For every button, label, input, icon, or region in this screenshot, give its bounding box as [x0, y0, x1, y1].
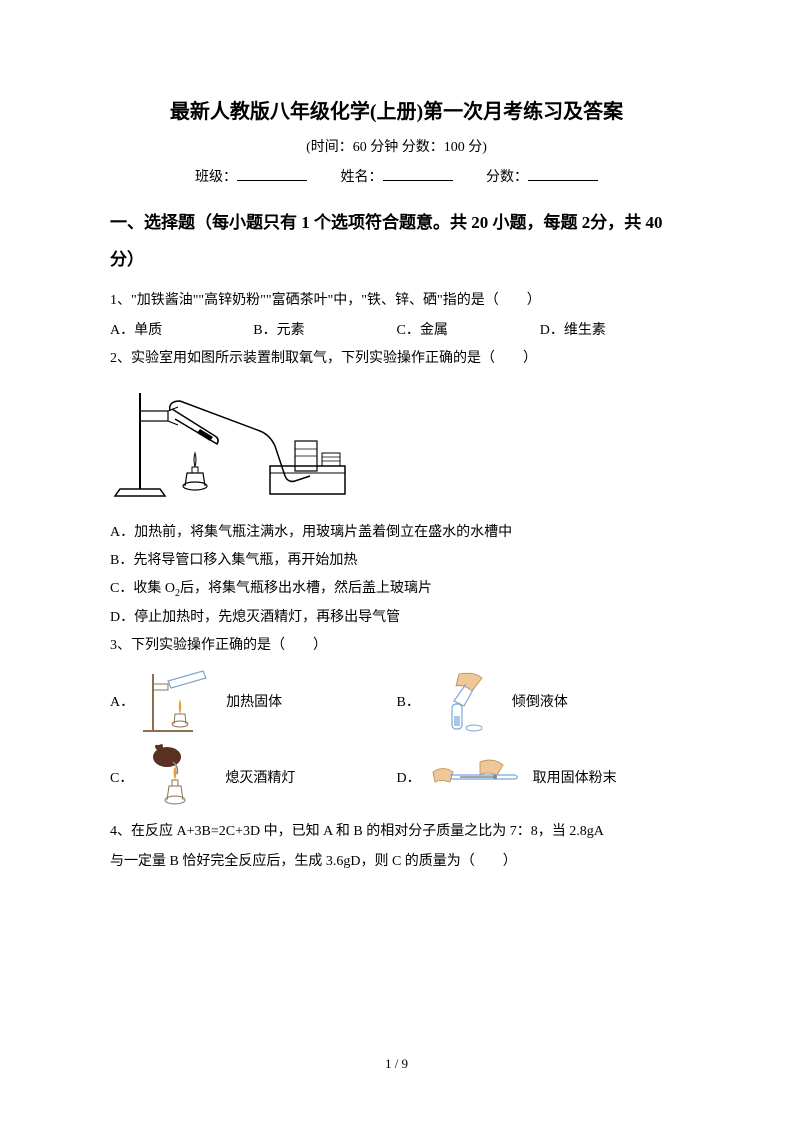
q1-optB: B．元素 [253, 317, 396, 345]
q3-labelC: C． [110, 767, 133, 787]
apparatus-icon [110, 381, 360, 511]
q2-optA: A．加热前，将集气瓶注满水，用玻璃片盖着倒立在盛水的水槽中 [110, 519, 683, 547]
q4-line1: 4、在反应 A+3B=2C+3D 中，已知 A 和 B 的相对分子质量之比为 7… [110, 818, 683, 846]
q1-optA: A．单质 [110, 317, 253, 345]
q3-textA: 加热固体 [226, 691, 282, 711]
q1-text: 1、"加铁酱油""高锌奶粉""富硒茶叶"中，"铁、锌、硒"指的是（ ） [110, 287, 683, 315]
q3-row1: A． 加热固体 B． 倾倒液体 [110, 666, 683, 736]
class-label: 班级： [195, 170, 237, 185]
solid-powder-icon [425, 747, 525, 807]
q2-optC: C．收集 O2后，将集气瓶移出水槽，然后盖上玻璃片 [110, 575, 683, 604]
section-header: 一、选择题（每小题只有 1 个选项符合题意。共 20 小题，每题 2分，共 40… [110, 204, 683, 279]
q4-line2: 与一定量 B 恰好完全反应后，生成 3.6gD，则 C 的质量为（ ） [110, 848, 683, 876]
q3-row2: C． 熄灭酒精灯 D． 取用固体粉末 [110, 742, 683, 812]
q3-itemC: C． 熄灭酒精灯 [110, 742, 397, 812]
q2-optB: B．先将导管口移入集气瓶，再开始加热 [110, 547, 683, 575]
extinguish-lamp-icon [137, 742, 217, 812]
q2-diagram [110, 381, 683, 511]
score-label: 分数： [486, 170, 528, 185]
info-line: 班级： 姓名： 分数： [110, 166, 683, 186]
subtitle: (时间：60 分钟 分数：100 分) [110, 136, 683, 156]
heating-solid-icon [138, 666, 218, 736]
q1-options: A．单质 B．元素 C．金属 D．维生素 [110, 317, 683, 345]
pouring-liquid-icon [424, 666, 504, 736]
q3-textB: 倾倒液体 [512, 691, 568, 711]
q3-itemA: A． 加热固体 [110, 666, 397, 736]
q3-textD: 取用固体粉末 [533, 767, 617, 787]
q3-itemD: D． 取用固体粉末 [397, 747, 684, 807]
page-title: 最新人教版八年级化学(上册)第一次月考练习及答案 [110, 95, 683, 124]
q1-optC: C．金属 [397, 317, 540, 345]
q2-optC-pre: C．收集 O [110, 581, 175, 596]
q2-text: 2、实验室用如图所示装置制取氧气，下列实验操作正确的是（ ） [110, 345, 683, 373]
q3-text: 3、下列实验操作正确的是（ ） [110, 632, 683, 660]
q2-optC-post: 后，将集气瓶移出水槽，然后盖上玻璃片 [180, 581, 432, 596]
q3-labelD: D． [397, 767, 421, 787]
q3-itemB: B． 倾倒液体 [397, 666, 684, 736]
q2-optD: D．停止加热时，先熄灭酒精灯，再移出导气管 [110, 604, 683, 632]
class-blank[interactable] [237, 180, 307, 181]
name-label: 姓名： [341, 170, 383, 185]
score-blank[interactable] [528, 180, 598, 181]
page-number: 1 / 9 [0, 1056, 793, 1072]
q3-textC: 熄灭酒精灯 [225, 767, 295, 787]
q3-labelB: B． [397, 691, 420, 711]
name-blank[interactable] [383, 180, 453, 181]
q1-optD: D．维生素 [540, 317, 683, 345]
q3-labelA: A． [110, 691, 134, 711]
